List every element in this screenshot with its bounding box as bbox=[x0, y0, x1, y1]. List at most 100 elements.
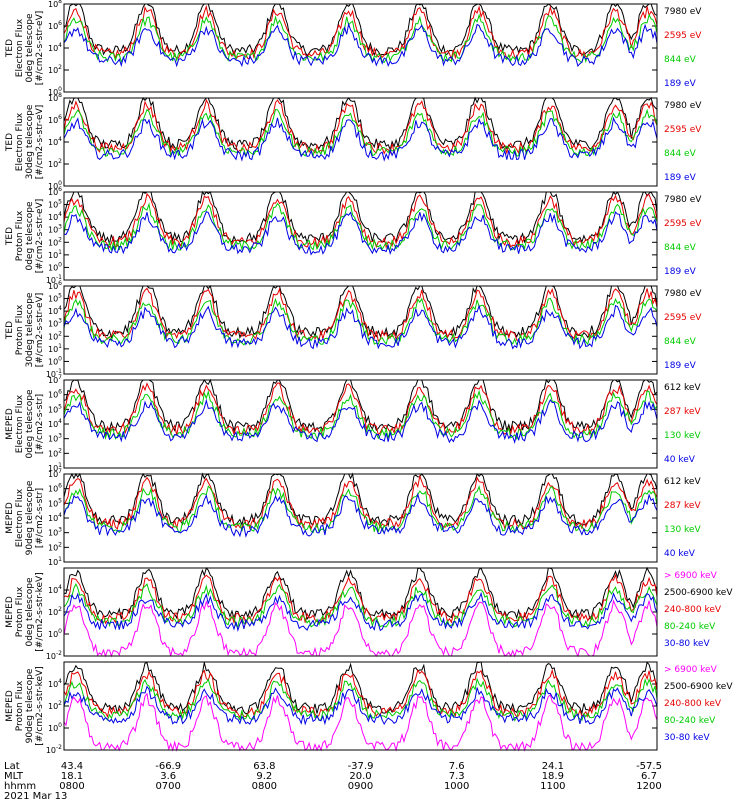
panel-frame bbox=[63, 285, 658, 375]
panel-frame bbox=[63, 567, 658, 657]
xtick-mlt: 18.1 bbox=[61, 771, 83, 782]
ytick-label: 102 bbox=[48, 700, 62, 711]
ytick-label: 102 bbox=[48, 330, 62, 341]
legend-entry: 2595 eV bbox=[664, 125, 702, 135]
ytick-label: 100 bbox=[48, 86, 62, 97]
panel-ylabel-ted-p-30: TEDProton Flux30deg telescope[#/cm2-s-st… bbox=[5, 292, 45, 367]
ytick-label: 10-2 bbox=[46, 744, 62, 755]
series-line-ted-p-0-1 bbox=[63, 192, 658, 249]
ytick-label: 101 bbox=[48, 249, 62, 260]
xtick-hhmm: 1000 bbox=[444, 781, 469, 792]
panel-meped-p-90: MEPEDProton Flux90deg telescope[#/cm2-s-… bbox=[5, 661, 733, 755]
xtick-hhmm: 1200 bbox=[636, 781, 661, 792]
legend-entry: 7980 eV bbox=[664, 7, 702, 17]
panel-ylabel-meped-e-0: MEPEDElectron Flux0deg telescope[#/cm2-s… bbox=[5, 389, 45, 459]
panel-ylabel-meped-p-0: MEPEDProton Flux0deg telescope[#/cm2-s-s… bbox=[5, 572, 45, 651]
ytick-label: 104 bbox=[48, 678, 62, 689]
ytick-label: 102 bbox=[48, 447, 62, 458]
ytick-label: 104 bbox=[48, 512, 62, 523]
legend-entry: 7980 eV bbox=[664, 289, 702, 299]
ytick-label: 101 bbox=[48, 343, 62, 354]
series-line-ted-p-0-2 bbox=[63, 202, 658, 251]
series-line-ted-e-0-2 bbox=[63, 13, 658, 64]
ytick-label: 105 bbox=[48, 497, 62, 508]
legend-entry: > 6900 keV bbox=[664, 665, 718, 675]
series-line-meped-e-0-0 bbox=[63, 378, 658, 433]
xtick-hhmm: 0700 bbox=[155, 781, 180, 792]
series-line-meped-p-90-0 bbox=[63, 692, 658, 752]
ytick-label: 100 bbox=[48, 180, 62, 191]
ytick-label: 107 bbox=[48, 374, 62, 385]
series-line-ted-e-0-1 bbox=[63, 4, 658, 61]
ytick-label: 106 bbox=[48, 483, 62, 494]
xtick-lat: 24.1 bbox=[542, 761, 564, 772]
ytick-label: 102 bbox=[48, 64, 62, 75]
series-line-meped-p-0-0 bbox=[63, 599, 658, 658]
xaxis-row-label-lat: Lat bbox=[4, 761, 20, 772]
xtick-hhmm: 0800 bbox=[59, 781, 84, 792]
xaxis-row-label-mlt: MLT bbox=[4, 771, 24, 782]
legend-entry: 2595 eV bbox=[664, 313, 702, 323]
ytick-label: 10-1 bbox=[46, 368, 62, 379]
series-line-meped-p-90-2 bbox=[63, 668, 658, 719]
ytick-label: 103 bbox=[48, 318, 62, 329]
legend-entry: 287 keV bbox=[664, 407, 701, 417]
ytick-label: 103 bbox=[48, 224, 62, 235]
legend-entry: > 6900 keV bbox=[664, 571, 718, 581]
series-line-meped-p-0-3 bbox=[63, 582, 658, 628]
ytick-label: 106 bbox=[48, 389, 62, 400]
ytick-label: 103 bbox=[48, 433, 62, 444]
series-line-meped-e-90-3 bbox=[63, 492, 658, 538]
panel-meped-e-90: MEPEDElectron Flux90deg telescope[#/cm2-… bbox=[5, 468, 701, 567]
ytick-label: 100 bbox=[48, 355, 62, 366]
panel-frame bbox=[63, 191, 658, 281]
panel-ted-e-30: TEDElectron Flux30deg telescope[#/cm2-s-… bbox=[5, 92, 702, 191]
panel-ted-p-0: TEDProton Flux0deg telescope[#/cm2-s-str… bbox=[5, 186, 702, 285]
ytick-label: 104 bbox=[48, 418, 62, 429]
xtick-mlt: 3.6 bbox=[160, 771, 176, 782]
panel-frame bbox=[63, 661, 658, 751]
series-line-meped-p-0-4 bbox=[63, 591, 658, 632]
legend-entry: 2595 eV bbox=[664, 31, 702, 41]
xtick-mlt: 20.0 bbox=[349, 771, 371, 782]
legend-entry: 612 keV bbox=[664, 477, 701, 487]
xaxis-date: 2021 Mar 13 bbox=[4, 791, 67, 800]
legend-entry: 80-240 keV bbox=[664, 622, 716, 632]
ytick-label: 105 bbox=[48, 403, 62, 414]
series-line-ted-e-30-0 bbox=[63, 96, 658, 152]
ytick-label: 104 bbox=[48, 305, 62, 316]
panel-meped-e-0: MEPEDElectron Flux0deg telescope[#/cm2-s… bbox=[5, 374, 701, 473]
panel-frame bbox=[63, 97, 658, 187]
series-line-ted-e-0-3 bbox=[63, 22, 658, 68]
xtick-mlt: 9.2 bbox=[256, 771, 272, 782]
ytick-label: 105 bbox=[48, 199, 62, 210]
panel-ylabel-ted-p-0: TEDProton Flux0deg telescope[#/cm2-s-str… bbox=[5, 199, 45, 274]
xtick-mlt: 6.7 bbox=[641, 771, 657, 782]
series-line-meped-p-0-2 bbox=[63, 573, 658, 625]
xtick-lat: -66.9 bbox=[155, 761, 181, 772]
xtick-lat: 7.6 bbox=[449, 761, 465, 772]
legend-entry: 612 keV bbox=[664, 383, 701, 393]
xtick-lat: 63.8 bbox=[253, 761, 275, 772]
ytick-label: 106 bbox=[48, 20, 62, 31]
series-line-meped-e-90-0 bbox=[63, 472, 658, 528]
xtick-lat: -37.9 bbox=[348, 761, 374, 772]
ytick-label: 102 bbox=[48, 541, 62, 552]
series-line-meped-p-90-3 bbox=[63, 677, 658, 722]
legend-entry: 189 eV bbox=[664, 173, 697, 183]
ytick-label: 104 bbox=[48, 136, 62, 147]
ytick-label: 100 bbox=[48, 628, 62, 639]
legend-entry: 2500-6900 keV bbox=[664, 588, 733, 598]
ytick-label: 10-2 bbox=[46, 650, 62, 661]
series-line-ted-e-30-3 bbox=[63, 116, 658, 162]
legend-entry: 2595 eV bbox=[664, 219, 702, 229]
xtick-lat: 43.4 bbox=[61, 761, 83, 772]
legend-entry: 130 keV bbox=[664, 525, 701, 535]
ytick-label: 101 bbox=[48, 462, 62, 473]
legend-entry: 189 eV bbox=[664, 361, 697, 371]
ytick-label: 107 bbox=[48, 468, 62, 479]
series-line-ted-p-30-1 bbox=[63, 287, 658, 342]
legend-entry: 189 eV bbox=[664, 79, 697, 89]
series-line-meped-e-90-2 bbox=[63, 485, 658, 534]
